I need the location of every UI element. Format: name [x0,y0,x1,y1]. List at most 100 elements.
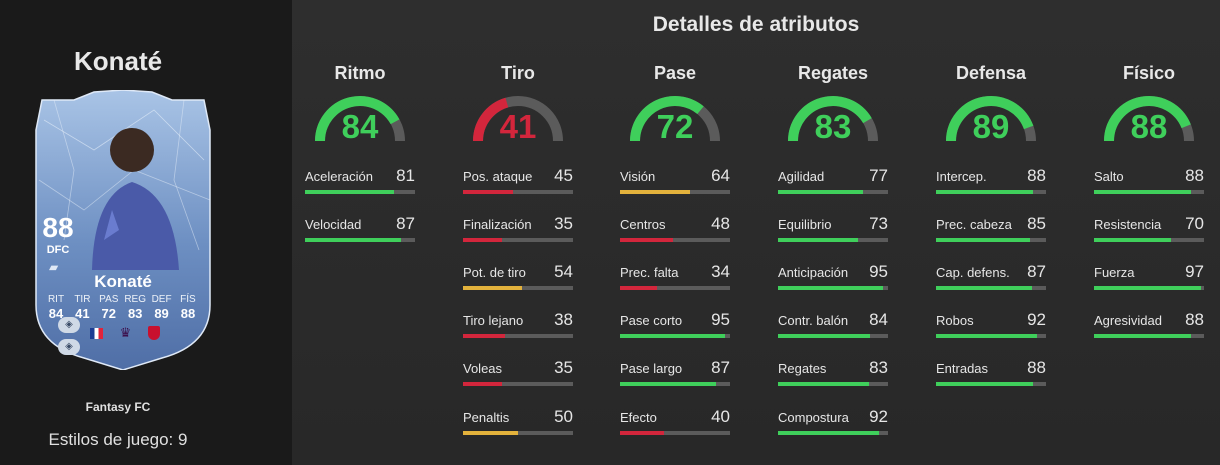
card-player-name: Konaté [94,272,152,291]
attribute-bar-track [936,286,1046,290]
attribute-bar-track [936,334,1046,338]
attribute-name: Anticipación [778,265,849,280]
attribute-bar-track [620,382,730,386]
playstyle-icon: ◈ [58,339,80,355]
category-value: 88 [1130,108,1168,145]
section-title: Detalles de atributos [652,13,860,36]
attribute-bar-track [463,286,573,290]
player-card[interactable]: 88 DFC ▰ ◈ ◈ [34,90,212,370]
category-value: 72 [656,108,694,145]
attribute-bar-fill [620,334,725,338]
attribute-bar-track [620,334,730,338]
attribute-value: 92 [869,407,888,426]
card-stat-label: FÍS [180,294,196,305]
attribute-name: Compostura [778,410,849,425]
attribute-bar-track [620,190,730,194]
attribute-value: 40 [711,407,730,426]
card-version: Fantasy FC [85,400,151,414]
attribute-name: Intercep. [936,169,987,184]
attribute-name: Penaltis [463,410,510,425]
attribute-value: 88 [1185,310,1204,329]
attribute-name: Finalización [463,217,532,232]
attribute-bar-fill [936,286,1032,290]
attribute-name: Pos. ataque [463,169,533,184]
card-position: DFC [46,244,70,256]
card-stat-value: 84 [48,306,64,321]
attribute-value: 85 [1027,214,1046,233]
player-name: Konaté [73,46,163,76]
category-gauge [788,96,878,142]
attribute-bar-fill [1094,334,1191,338]
card-background [35,90,211,370]
card-stat-value: 89 [154,306,169,321]
attribute-bar-track [778,286,888,290]
attribute-value: 88 [1027,166,1046,185]
card-stat: PAS 72 [97,294,121,321]
attribute-bar-track [1094,334,1204,338]
attribute-value: 92 [1027,310,1046,329]
card-stat: TIR 41 [70,294,94,321]
attribute-name: Prec. falta [620,265,679,280]
attribute-value: 34 [711,262,730,281]
attribute-value: 77 [869,166,888,185]
attribute-bar-fill [936,190,1033,194]
attribute-name: Aceleración [305,169,373,184]
attribute-bar-fill [620,286,658,290]
attribute-bar-fill [305,238,401,242]
attribute-value: 95 [711,310,730,329]
attribute-value: 87 [396,214,415,233]
attribute-name: Resistencia [1094,217,1162,232]
category-value: 84 [341,108,379,145]
attribute-bar-fill [936,382,1033,386]
attribute-bar-track [463,382,573,386]
liverpool-crest-icon [148,326,160,340]
attribute-value: 83 [869,358,888,377]
attribute-bar-fill [778,190,863,194]
card-stat: RIT 84 [44,294,68,321]
attribute-bar-track [463,334,573,338]
category-value: 83 [814,108,852,145]
attribute-value: 48 [711,214,730,233]
category-gauge [315,96,405,142]
attribute-bar-track [778,238,888,242]
attribute-bar-fill [620,190,691,194]
attribute-value: 45 [554,166,573,185]
gauge-fill [315,96,400,142]
attribute-bar-track [778,334,888,338]
attribute-bar-fill [1094,190,1191,194]
attribute-bar-fill [463,382,502,386]
attribute-bar-fill [778,431,880,435]
gauge-fill [630,96,704,142]
attribute-value: 87 [1027,262,1046,281]
attribute-bar-track [463,431,573,435]
card-stat-label: RIT [47,294,65,305]
card-stat-label: DEF [151,294,172,305]
attribute-bar-fill [778,334,871,338]
category-value: 41 [499,108,537,145]
attribute-bar-track [778,190,888,194]
attribute-bar-track [936,382,1046,386]
category-gauge [946,96,1036,142]
category-title: Pase [653,63,697,83]
attribute-name: Fuerza [1094,265,1135,280]
attributes-panel [292,0,1220,465]
attribute-bar-fill [936,238,1030,242]
attribute-value: 64 [711,166,730,185]
attribute-name: Equilibrio [778,217,832,232]
attribute-name: Robos [936,313,974,328]
attribute-bar-fill [620,238,673,242]
attribute-bar-track [463,238,573,242]
category-gauge [1104,96,1194,142]
attribute-bar-fill [778,238,859,242]
attribute-value: 54 [554,262,573,281]
card-stat-value: 41 [75,306,90,321]
attribute-value: 81 [396,166,415,185]
attribute-value: 35 [554,214,573,233]
card-stat-label: REG [124,294,146,305]
attribute-bar-fill [1094,286,1201,290]
card-stat: REG 83 [123,294,147,321]
category-title: Físico [1122,63,1175,83]
attribute-bar-track [778,431,888,435]
attribute-value: 50 [554,407,573,426]
category-title: Regates [797,63,869,83]
